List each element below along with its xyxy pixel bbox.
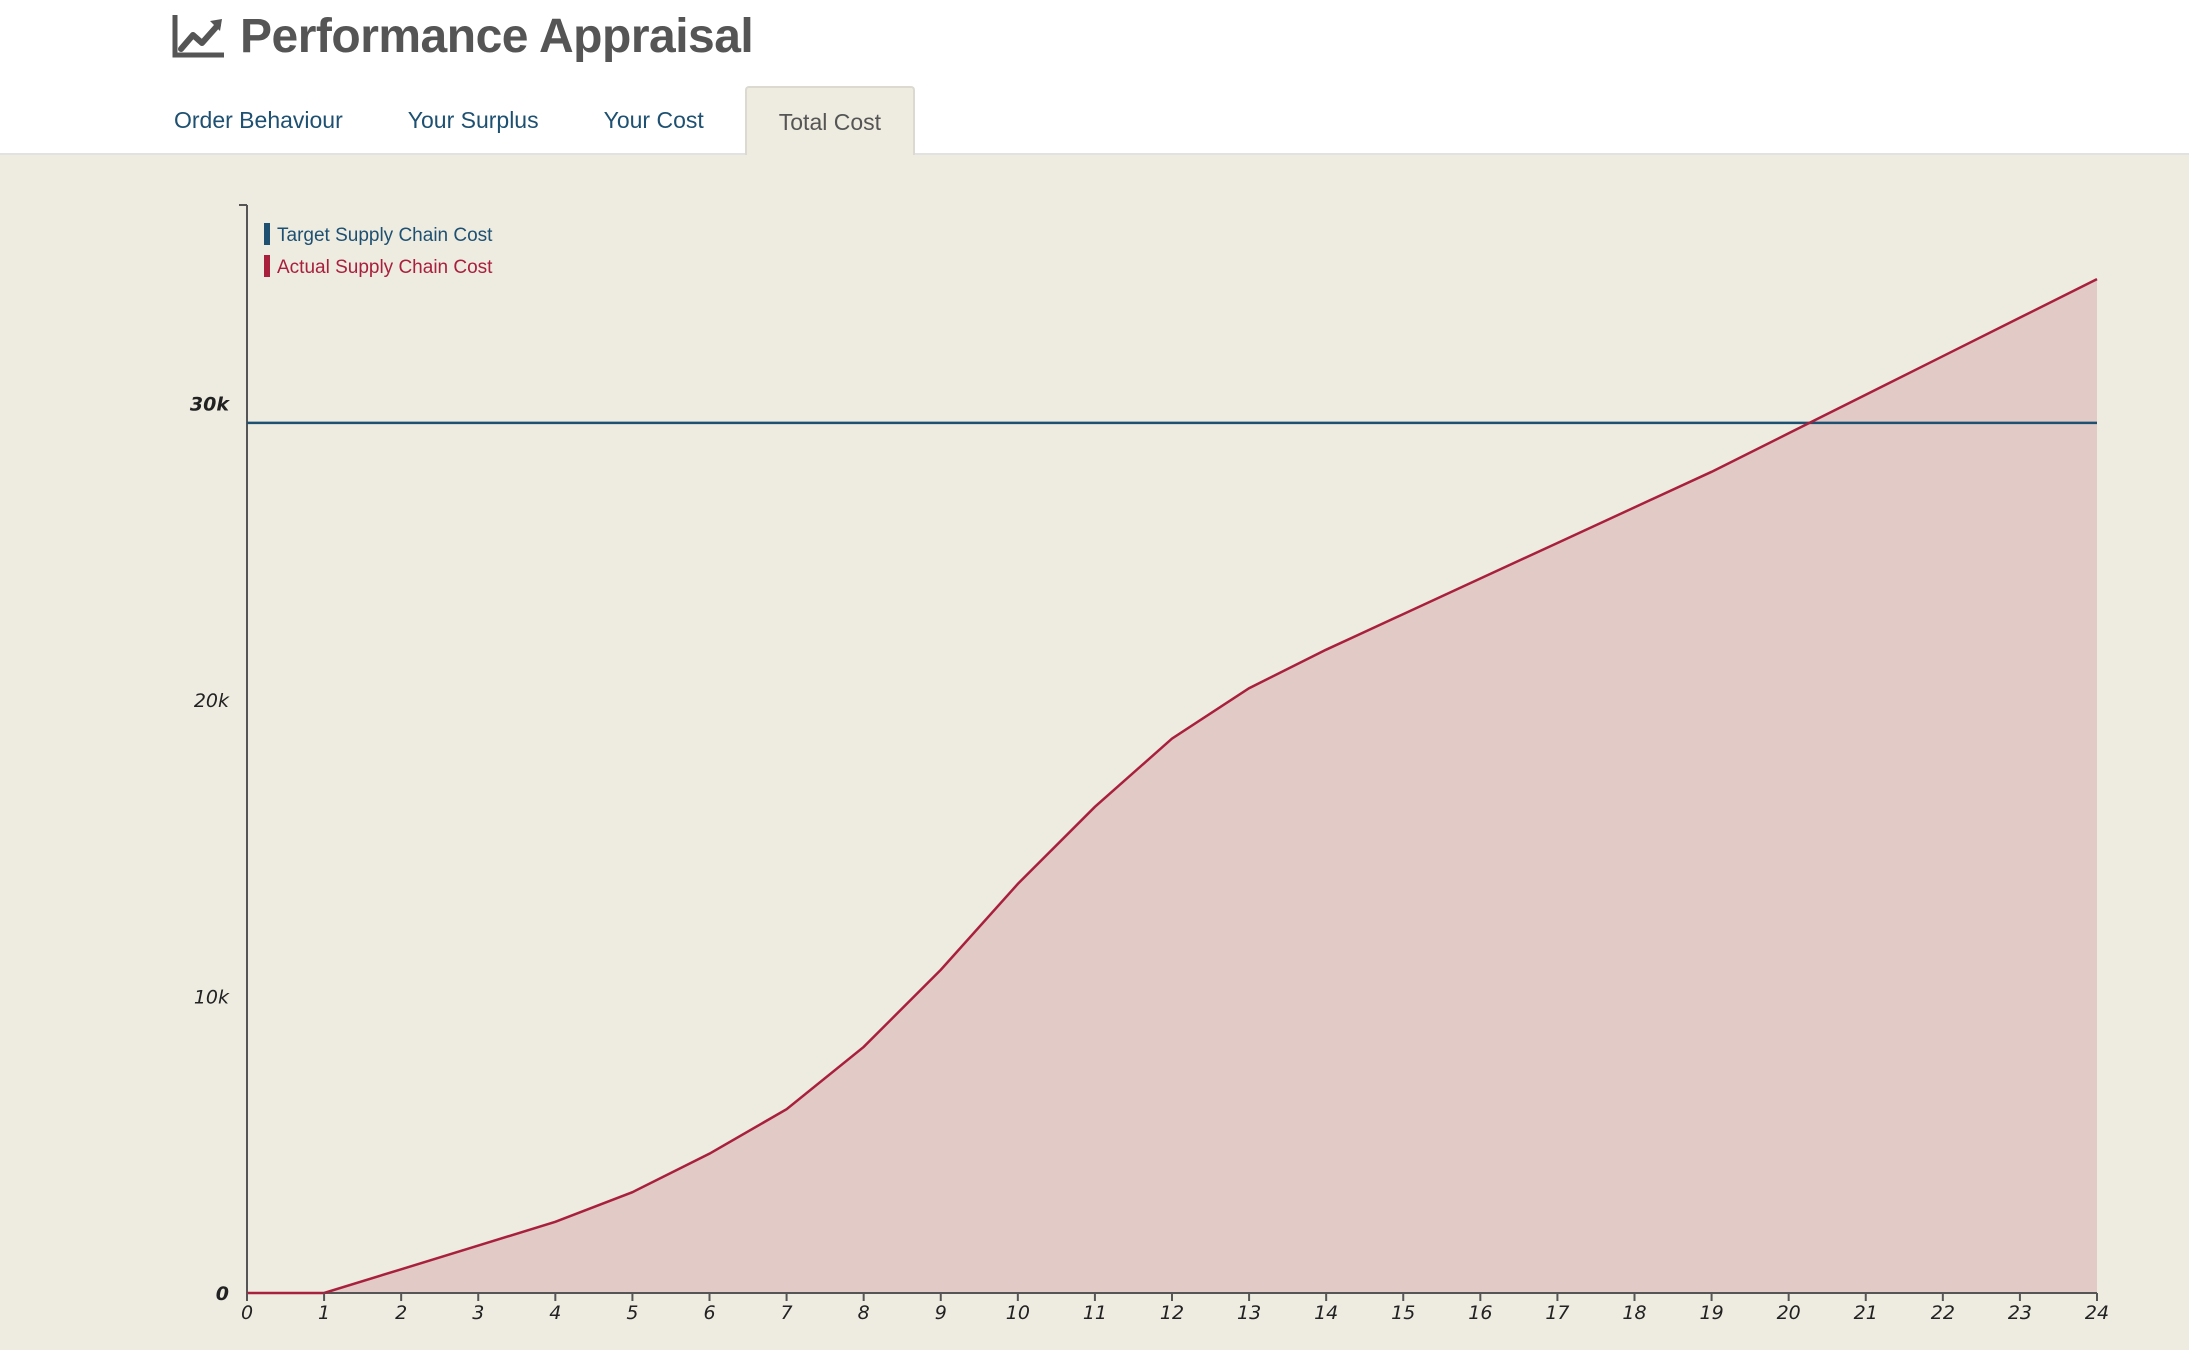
y-tick-label: 20k bbox=[194, 690, 230, 712]
line-chart-icon bbox=[172, 15, 224, 58]
x-tick-label: 0 bbox=[241, 1302, 253, 1324]
x-tick-label: 7 bbox=[781, 1302, 793, 1324]
x-tick-label: 17 bbox=[1545, 1302, 1569, 1324]
chart-panel: 0 10k 20k 30k 0 1 2 3 4 5 6 7 8 9 10 11 12 13 14 15 16 17 18 1… bbox=[0, 155, 2189, 1350]
x-tick-label: 24 bbox=[2085, 1302, 2109, 1324]
legend-swatch-target bbox=[264, 223, 270, 245]
legend-label-actual: Actual Supply Chain Cost bbox=[277, 257, 493, 278]
x-tick-label: 8 bbox=[858, 1302, 870, 1324]
legend-swatch-actual bbox=[264, 255, 270, 277]
x-tick-label: 9 bbox=[935, 1302, 947, 1324]
tab-your-surplus[interactable]: Your Surplus bbox=[407, 107, 539, 133]
x-tick-label: 16 bbox=[1468, 1302, 1492, 1324]
legend-label-target: Target Supply Chain Cost bbox=[277, 225, 493, 246]
x-tick-label: 6 bbox=[703, 1302, 715, 1324]
tab-total-cost[interactable]: Total Cost bbox=[744, 86, 916, 157]
page-header: Performance Appraisal Order Behaviour Yo… bbox=[0, 0, 2189, 157]
y-tick-label: 10k bbox=[194, 987, 230, 1009]
x-tick-label: 13 bbox=[1237, 1302, 1261, 1324]
tab-order-behaviour[interactable]: Order Behaviour bbox=[174, 107, 343, 133]
x-tick-label: 21 bbox=[1854, 1302, 1878, 1324]
x-tick-label: 12 bbox=[1160, 1302, 1184, 1324]
x-axis-ticks: 0 1 2 3 4 5 6 7 8 9 10 11 12 13 14 15 16 17 18 19 20 21 22 23 24 bbox=[241, 1293, 2109, 1324]
x-tick-label: 1 bbox=[318, 1302, 330, 1324]
title-bar: Performance Appraisal bbox=[172, 6, 754, 66]
chart-legend: Target Supply Chain Cost Actual Supply C… bbox=[264, 223, 493, 278]
x-tick-label: 23 bbox=[2008, 1302, 2032, 1324]
x-tick-label: 10 bbox=[1006, 1302, 1030, 1324]
x-tick-label: 14 bbox=[1314, 1302, 1338, 1324]
tab-bar: Order Behaviour Your Surplus Your Cost T… bbox=[150, 86, 932, 157]
x-tick-label: 22 bbox=[1931, 1302, 1955, 1324]
x-tick-label: 20 bbox=[1777, 1302, 1801, 1324]
y-tick-label: 0 bbox=[216, 1283, 229, 1305]
page-title: Performance Appraisal bbox=[240, 9, 754, 63]
actual-cost-line bbox=[247, 277, 2098, 1295]
x-tick-label: 11 bbox=[1083, 1302, 1107, 1324]
x-tick-label: 2 bbox=[395, 1302, 407, 1324]
x-tick-label: 18 bbox=[1622, 1302, 1646, 1324]
x-tick-label: 5 bbox=[626, 1302, 638, 1324]
x-tick-label: 4 bbox=[549, 1302, 561, 1324]
actual-cost-area bbox=[247, 279, 2097, 1293]
y-tick-label: 30k bbox=[190, 394, 230, 416]
tab-your-cost[interactable]: Your Cost bbox=[603, 107, 704, 133]
y-axis-ticks: 0 10k 20k 30k bbox=[190, 394, 230, 1305]
x-tick-label: 15 bbox=[1391, 1302, 1415, 1324]
x-tick-label: 3 bbox=[472, 1302, 484, 1324]
x-tick-label: 19 bbox=[1699, 1302, 1723, 1324]
